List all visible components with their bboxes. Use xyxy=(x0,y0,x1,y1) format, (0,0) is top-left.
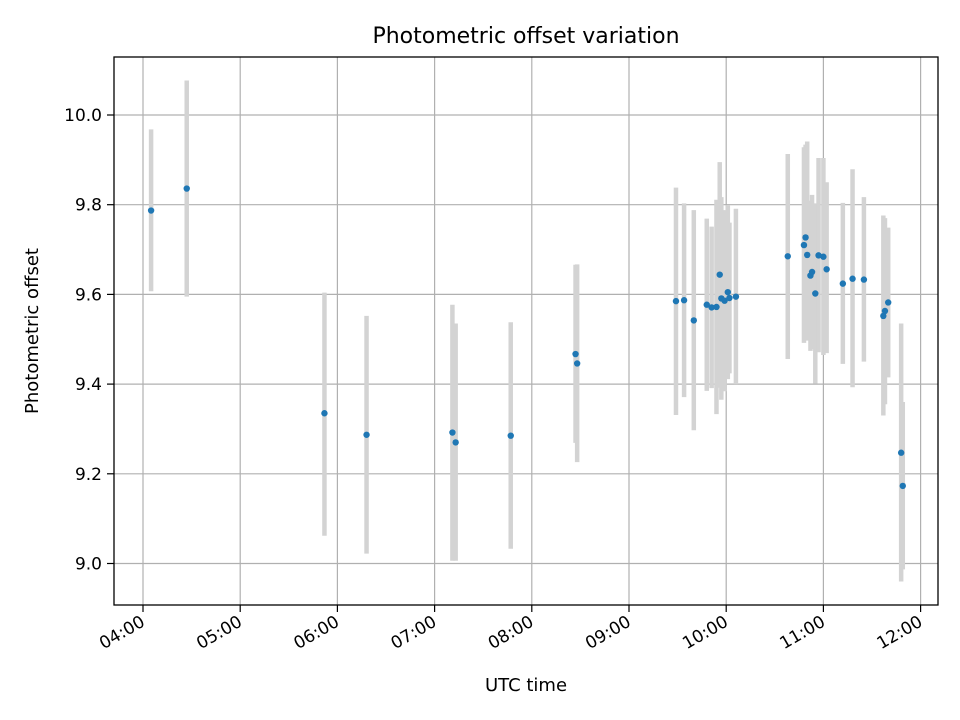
data-point xyxy=(507,432,514,439)
data-point xyxy=(363,431,370,438)
data-point xyxy=(449,429,456,436)
data-points xyxy=(147,185,906,490)
data-point xyxy=(860,276,868,283)
data-point xyxy=(708,304,715,311)
data-point xyxy=(897,449,905,456)
data-point xyxy=(849,275,856,282)
data-point xyxy=(732,293,740,300)
data-point xyxy=(721,297,728,304)
data-point xyxy=(724,288,732,296)
data-point xyxy=(815,252,822,259)
y-tick-label: 9.4 xyxy=(75,375,102,395)
data-point xyxy=(802,234,809,241)
data-point xyxy=(703,301,710,308)
y-axis-label: Photometric offset xyxy=(22,248,43,414)
data-point xyxy=(880,312,887,320)
y-tick-label: 9.6 xyxy=(75,285,102,305)
y-tick-label: 9.0 xyxy=(75,555,102,575)
data-point xyxy=(183,185,190,192)
plot-area-frame xyxy=(113,56,939,606)
data-point xyxy=(572,350,579,358)
y-tick-label: 10.0 xyxy=(64,106,102,126)
data-point xyxy=(452,439,459,446)
data-point xyxy=(690,317,697,324)
data-point xyxy=(147,207,155,214)
data-point xyxy=(812,290,819,297)
x-axis-label: UTC time xyxy=(485,675,567,696)
data-point xyxy=(800,241,808,249)
data-point xyxy=(881,307,889,315)
y-tick-label: 9.2 xyxy=(75,465,102,485)
data-point xyxy=(804,251,811,259)
data-point xyxy=(784,253,791,260)
data-point xyxy=(899,482,906,490)
data-point xyxy=(672,297,680,305)
data-point xyxy=(808,268,816,276)
data-point xyxy=(573,360,581,367)
data-point xyxy=(713,303,720,311)
data-point xyxy=(839,280,847,287)
data-point xyxy=(726,294,733,302)
data-point xyxy=(820,253,827,260)
data-point xyxy=(885,299,892,306)
grid-lines xyxy=(114,57,938,605)
data-point xyxy=(680,297,688,304)
data-point xyxy=(321,410,328,417)
y-tick-label: 9.8 xyxy=(75,196,102,216)
data-point xyxy=(823,266,830,273)
chart-title: Photometric offset variation xyxy=(372,24,679,49)
data-point xyxy=(716,271,723,278)
